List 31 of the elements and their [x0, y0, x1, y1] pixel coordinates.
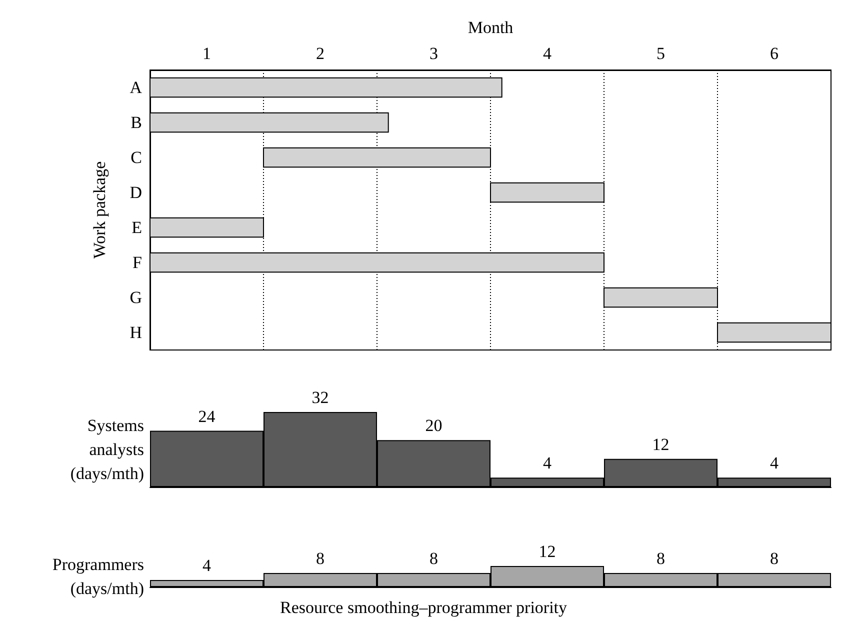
y-tick-label: F [132, 253, 142, 272]
data-label: 12 [652, 434, 670, 454]
data-label: 4 [770, 454, 779, 473]
x-tick-label: 5 [656, 44, 665, 63]
x-axis-title: Month [468, 18, 514, 37]
y-tick-label: B [130, 113, 142, 132]
y-axis-title: Systems analysts (days/mth) [70, 416, 144, 483]
x-tick-label: 4 [543, 44, 552, 63]
x-tick-label: 3 [430, 44, 438, 63]
data-label: 4 [543, 454, 552, 473]
data-label: 12 [538, 542, 556, 561]
y-tick-label: H [130, 323, 142, 342]
x-tick-label: 6 [770, 44, 778, 63]
data-label: 8 [656, 549, 665, 568]
data-label: 4 [202, 556, 212, 575]
y-axis-title: Programmers (days/mth) [52, 555, 144, 598]
data-label: 8 [770, 549, 778, 568]
data-label: 24 [198, 406, 216, 426]
data-label: 32 [312, 388, 329, 407]
data-label: 8 [430, 549, 438, 568]
text: Resource smoothing–programmer priority [280, 598, 568, 617]
y-tick-label: A [130, 78, 143, 97]
y-tick-label: G [130, 288, 142, 307]
y-tick-label: D [130, 183, 142, 202]
x-tick-label: 2 [316, 44, 324, 63]
x-tick-label: 1 [202, 44, 211, 63]
y-axis-title: Work package [90, 161, 109, 259]
data-label: 8 [316, 549, 324, 568]
data-label: 20 [425, 416, 442, 436]
y-tick-label: E [132, 218, 142, 237]
y-tick-label: C [130, 148, 142, 167]
